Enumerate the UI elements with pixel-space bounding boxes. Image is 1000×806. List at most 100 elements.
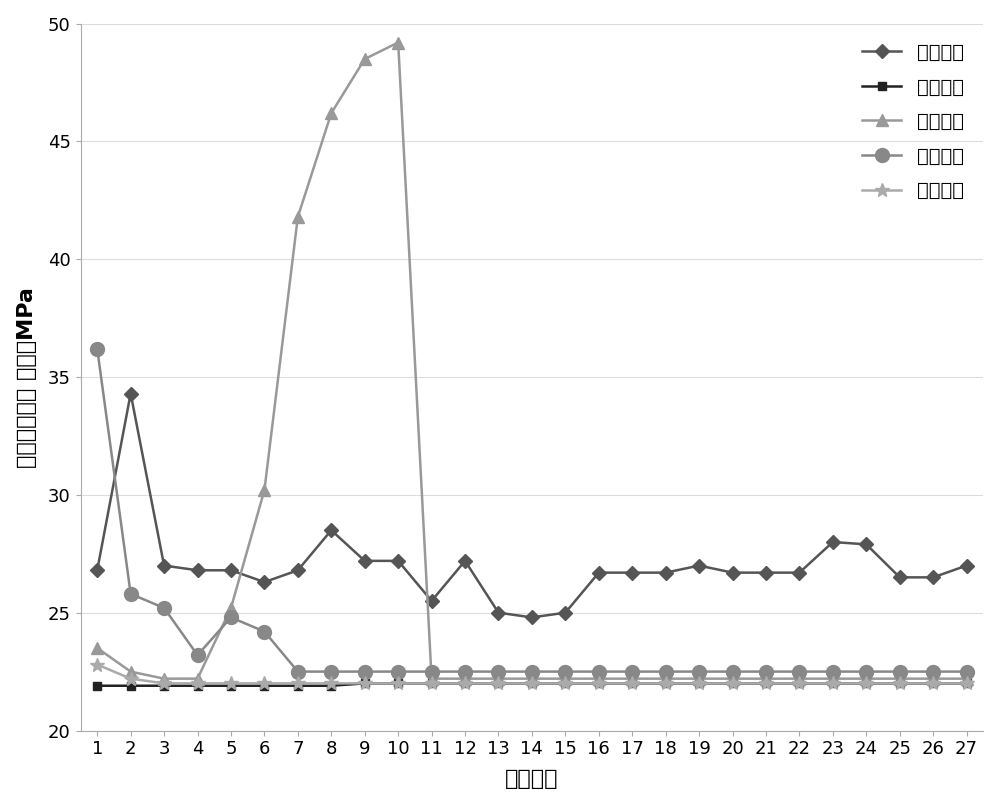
- 横向分布: [727, 667, 739, 676]
- 横向分布: [626, 667, 638, 676]
- 宽度变化: [559, 679, 571, 688]
- 长度变化: [593, 567, 605, 577]
- 长度变化: [961, 561, 973, 571]
- 深度变化: [91, 643, 103, 653]
- 横向分布: [459, 667, 471, 676]
- 宽度变化: [526, 679, 538, 688]
- Y-axis label: 最大等效应力 单位：MPa: 最大等效应力 单位：MPa: [17, 287, 37, 467]
- 深度变化: [526, 674, 538, 683]
- 横向分布: [894, 667, 906, 676]
- 纵向变化: [325, 679, 337, 688]
- 横向分布: [292, 667, 304, 676]
- 横向分布: [526, 667, 538, 676]
- 横向分布: [192, 650, 204, 660]
- 横向分布: [693, 667, 705, 676]
- 长度变化: [626, 567, 638, 577]
- 深度变化: [392, 38, 404, 48]
- 长度变化: [492, 608, 504, 617]
- 长度变化: [91, 566, 103, 575]
- Line: 长度变化: 长度变化: [92, 388, 971, 622]
- 深度变化: [492, 674, 504, 683]
- 宽度变化: [793, 679, 805, 688]
- 深度变化: [593, 674, 605, 683]
- 宽度变化: [258, 681, 270, 691]
- 深度变化: [660, 674, 672, 683]
- 宽度变化: [827, 679, 839, 688]
- 宽度变化: [693, 679, 705, 688]
- 宽度变化: [860, 679, 872, 688]
- 横向分布: [593, 667, 605, 676]
- 纵向变化: [292, 679, 304, 688]
- 宽度变化: [359, 679, 371, 688]
- 纵向变化: [961, 679, 973, 688]
- 横向分布: [125, 589, 137, 599]
- 深度变化: [459, 674, 471, 683]
- 纵向变化: [727, 679, 739, 688]
- 纵向变化: [359, 679, 371, 688]
- 长度变化: [292, 566, 304, 575]
- 横向分布: [359, 667, 371, 676]
- 纵向变化: [526, 679, 538, 688]
- 长度变化: [426, 596, 438, 606]
- 深度变化: [793, 674, 805, 683]
- 横向分布: [827, 667, 839, 676]
- 长度变化: [693, 561, 705, 571]
- 纵向变化: [626, 679, 638, 688]
- 宽度变化: [459, 679, 471, 688]
- 长度变化: [192, 566, 204, 575]
- 深度变化: [325, 108, 337, 118]
- 横向分布: [158, 603, 170, 613]
- 深度变化: [827, 674, 839, 683]
- 长度变化: [827, 537, 839, 546]
- 长度变化: [860, 539, 872, 549]
- 横向分布: [860, 667, 872, 676]
- 纵向变化: [660, 679, 672, 688]
- 宽度变化: [192, 681, 204, 691]
- 长度变化: [559, 608, 571, 617]
- 长度变化: [526, 613, 538, 622]
- X-axis label: 模拟数量: 模拟数量: [505, 770, 559, 789]
- 纵向变化: [860, 679, 872, 688]
- 深度变化: [961, 674, 973, 683]
- 横向分布: [760, 667, 772, 676]
- 纵向变化: [158, 679, 170, 688]
- 宽度变化: [492, 679, 504, 688]
- 宽度变化: [91, 681, 103, 691]
- Line: 宽度变化: 宽度变化: [93, 679, 971, 690]
- 深度变化: [860, 674, 872, 683]
- 长度变化: [325, 526, 337, 535]
- 横向分布: [426, 667, 438, 676]
- 宽度变化: [660, 679, 672, 688]
- 横向分布: [392, 667, 404, 676]
- 宽度变化: [927, 679, 939, 688]
- Line: 深度变化: 深度变化: [92, 37, 972, 684]
- 深度变化: [225, 603, 237, 613]
- 横向分布: [225, 613, 237, 622]
- 宽度变化: [760, 679, 772, 688]
- 深度变化: [626, 674, 638, 683]
- 深度变化: [158, 674, 170, 683]
- 纵向变化: [894, 679, 906, 688]
- 宽度变化: [961, 679, 973, 688]
- 纵向变化: [693, 679, 705, 688]
- 宽度变化: [125, 681, 137, 691]
- 纵向变化: [827, 679, 839, 688]
- 深度变化: [559, 674, 571, 683]
- 深度变化: [894, 674, 906, 683]
- 宽度变化: [392, 679, 404, 688]
- 宽度变化: [727, 679, 739, 688]
- 长度变化: [258, 577, 270, 587]
- 深度变化: [258, 485, 270, 495]
- 长度变化: [359, 556, 371, 566]
- 长度变化: [727, 567, 739, 577]
- 横向分布: [559, 667, 571, 676]
- Legend: 长度变化, 宽度变化, 深度变化, 横向分布, 纵向变化: 长度变化, 宽度变化, 深度变化, 横向分布, 纵向变化: [853, 33, 974, 210]
- 纵向变化: [492, 679, 504, 688]
- 宽度变化: [158, 681, 170, 691]
- 纵向变化: [192, 679, 204, 688]
- 横向分布: [325, 667, 337, 676]
- 纵向变化: [392, 679, 404, 688]
- 深度变化: [359, 54, 371, 64]
- 横向分布: [793, 667, 805, 676]
- 长度变化: [927, 572, 939, 582]
